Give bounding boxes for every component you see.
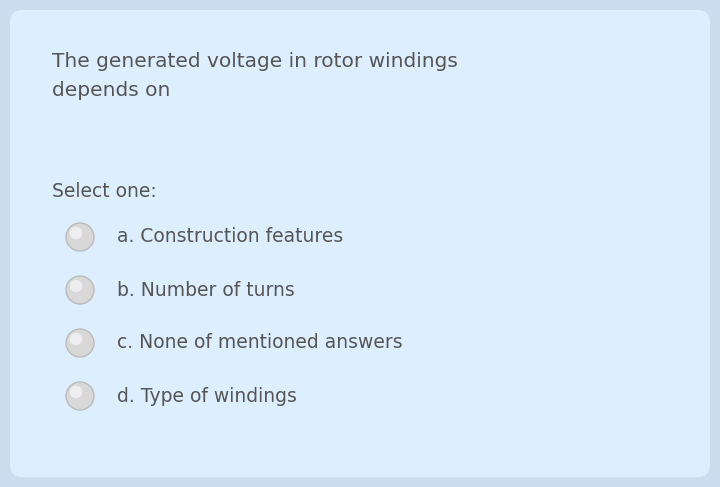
Text: Select one:: Select one: bbox=[52, 182, 157, 201]
Circle shape bbox=[70, 227, 82, 239]
Circle shape bbox=[70, 386, 82, 398]
Circle shape bbox=[66, 329, 94, 357]
Circle shape bbox=[66, 223, 94, 251]
Text: d. Type of windings: d. Type of windings bbox=[117, 387, 297, 406]
Text: b. Number of turns: b. Number of turns bbox=[117, 281, 294, 300]
Text: c. None of mentioned answers: c. None of mentioned answers bbox=[117, 334, 402, 353]
Text: a. Construction features: a. Construction features bbox=[117, 227, 343, 246]
Circle shape bbox=[66, 382, 94, 410]
Circle shape bbox=[70, 333, 82, 345]
Text: The generated voltage in rotor windings
depends on: The generated voltage in rotor windings … bbox=[52, 52, 458, 100]
Circle shape bbox=[66, 276, 94, 304]
FancyBboxPatch shape bbox=[10, 10, 710, 477]
Circle shape bbox=[70, 280, 82, 292]
